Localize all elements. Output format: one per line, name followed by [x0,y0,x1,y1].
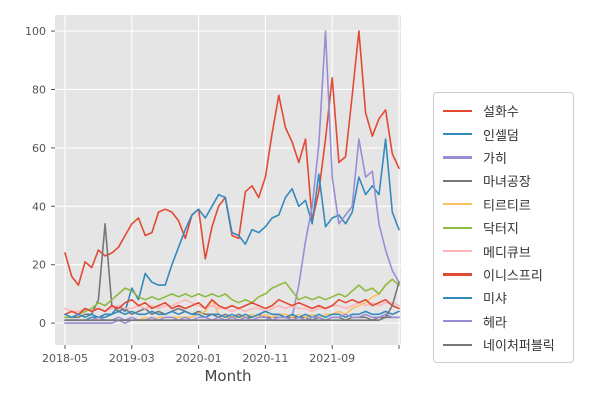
x-tick-label: 2019-03 [109,352,155,365]
legend-item-7: 메디큐브 [443,239,565,262]
plot-background [55,15,401,345]
legend-item-1: 설화수 [443,99,565,122]
legend-label: 인셀덤 [483,128,519,144]
x-tick-label: 2020-11 [242,352,288,365]
legend-line-swatch [443,156,472,159]
legend-label: 설화수 [483,105,519,121]
y-tick-label: 80 [32,83,46,96]
legend-label: 티르티르 [483,198,531,214]
series-line-9 [64,310,400,319]
legend-item-3: 가히 [443,146,565,169]
legend-label: 닥터지 [483,222,519,238]
legend-item-6: 닥터지 [443,216,565,239]
y-tick-label: 60 [32,142,46,155]
legend-item-4: 마녀공장 [443,169,565,192]
y-tick-label: 0 [39,317,46,330]
y-tick-label: 40 [32,200,46,213]
legend-line-swatch [443,249,472,253]
x-tick-label: 2021-09 [309,352,355,365]
legend-line-swatch [443,273,472,276]
series-line-11 [64,281,400,322]
x-axis-label: Month [204,367,251,385]
legend-label: 메디큐브 [483,245,531,261]
plot-area [55,15,401,345]
y-tick-label: 20 [32,259,46,272]
legend-item-8: 이니스프리 [443,263,565,286]
legend-item-10: 헤라 [443,310,565,333]
legend-line-swatch [443,179,472,182]
legend-label: 마녀공장 [483,175,531,191]
legend-item-2: 인셀덤 [443,122,565,145]
legend-label: 헤라 [483,315,507,331]
series-lines [64,30,400,324]
x-tick-label: 2018-05 [42,352,88,365]
y-tick-label: 100 [25,25,46,38]
legend-label: 이니스프리 [483,268,543,284]
legend-item-9: 미샤 [443,286,565,309]
series-line-1 [64,30,400,286]
series-line-8 [64,298,400,316]
x-tick-label: 2020-01 [176,352,222,365]
series-line-10 [64,313,400,322]
legend-line-swatch [443,109,472,112]
legend-label: 미샤 [483,292,507,308]
legend-line-swatch [443,226,472,229]
legend-line-swatch [443,320,472,323]
series-line-6 [64,278,400,319]
legend-line-swatch [443,132,472,136]
legend-item-11: 네이처퍼블릭 [443,333,565,356]
legend-item-5: 티르티르 [443,193,565,216]
legend-line-swatch [443,296,472,299]
legend-line-swatch [443,343,472,346]
axis-tick-labels: 0 20 40 60 80 100 2018-05 2019-03 2020-01 2020-11… [25,25,355,365]
legend-line-swatch [443,203,472,206]
legend-label: 가히 [483,151,507,167]
legend-label: 네이처퍼블릭 [483,339,555,355]
axis-ticks [51,30,400,349]
